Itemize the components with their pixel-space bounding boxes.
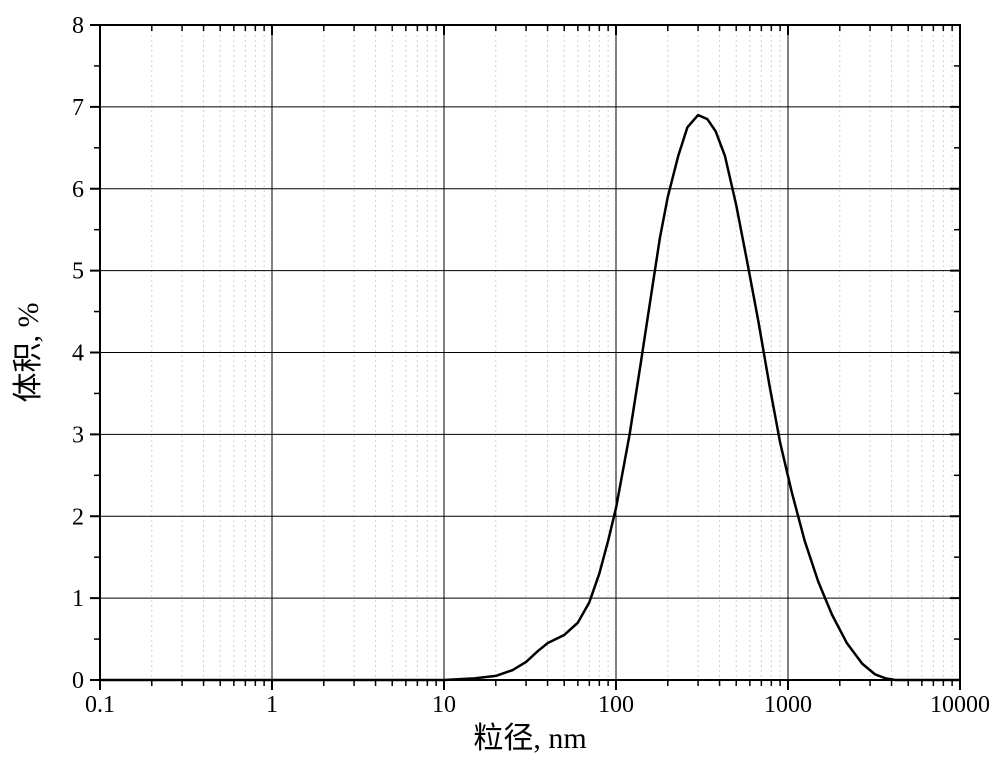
y-tick-label: 7 — [72, 95, 84, 121]
x-tick-label: 0.1 — [85, 692, 115, 718]
y-tick-label: 2 — [72, 504, 84, 530]
y-tick-label: 1 — [72, 586, 84, 612]
x-tick-label: 1 — [266, 692, 278, 718]
y-tick-label: 4 — [72, 341, 84, 367]
y-tick-label: 5 — [72, 259, 84, 285]
y-tick-label: 0 — [72, 668, 84, 694]
x-tick-label: 10 — [432, 692, 456, 718]
chart-container: 0.1 1 10 100 1000 10000 0 1 2 3 4 5 6 7 8 粒径, nm 体积, % — [0, 0, 1000, 774]
x-tick-label: 100 — [598, 692, 634, 718]
chart-svg: 0.1 1 10 100 1000 10000 0 1 2 3 4 5 6 7 8 粒径, nm 体积, % — [0, 0, 1000, 774]
y-tick-label: 6 — [72, 177, 84, 203]
x-tick-label: 1000 — [764, 692, 812, 718]
y-tick-label: 3 — [72, 422, 84, 448]
y-tick-label: 8 — [72, 13, 84, 39]
x-tick-label: 10000 — [930, 692, 990, 718]
y-axis-label: 体积, % — [12, 303, 45, 403]
x-axis-label: 粒径, nm — [473, 722, 586, 755]
